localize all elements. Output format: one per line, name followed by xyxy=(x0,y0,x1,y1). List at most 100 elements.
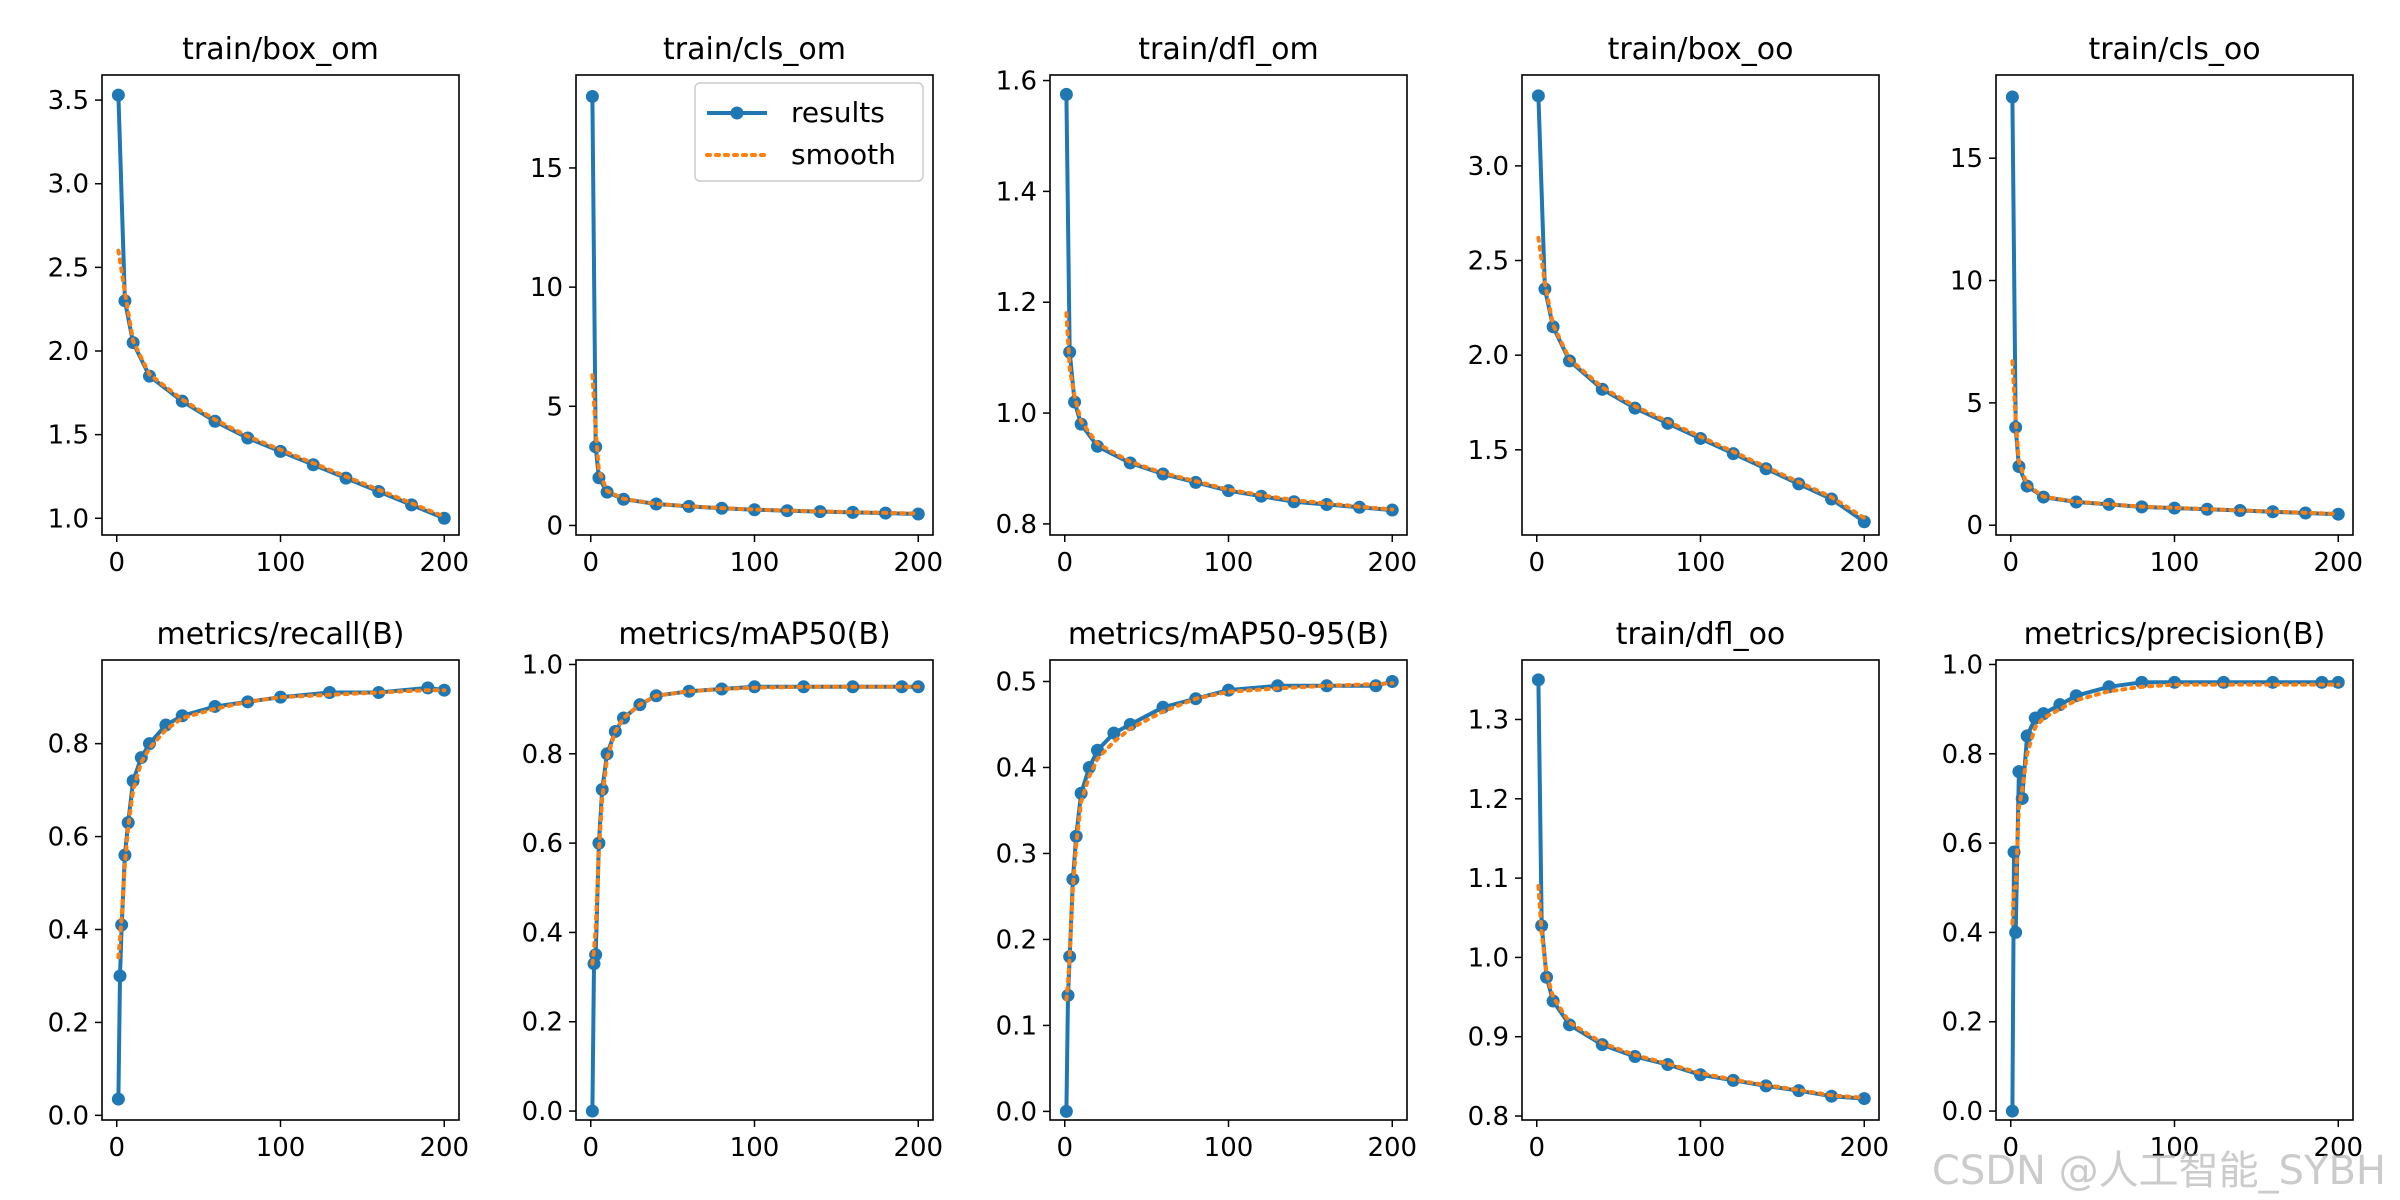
x-tick-label: 200 xyxy=(1839,548,1889,578)
x-tick-label: 0 xyxy=(108,1133,125,1163)
y-tick-label: 10 xyxy=(530,273,563,303)
subplot-title: train/dfl_om xyxy=(1138,32,1318,67)
y-tick-label: 0.8 xyxy=(1942,740,1983,770)
axes-frame xyxy=(575,74,934,536)
series-results-point xyxy=(111,1092,125,1106)
subplot-6: metrics/recall(B) 0 100 200 0.0 0.2 0.4 0.6 0.8 xyxy=(48,617,469,1163)
y-tick-label: 15 xyxy=(1950,144,1983,174)
series-results-point xyxy=(1090,439,1104,453)
series-results-line xyxy=(1064,679,1393,1112)
y-tick-label: 0.4 xyxy=(48,915,89,945)
series-results-point xyxy=(2331,507,2345,521)
series-results-line xyxy=(1536,95,1866,524)
series-results-point xyxy=(2315,675,2329,689)
series-results-point xyxy=(2005,90,2019,104)
legend: results smooth xyxy=(694,82,924,182)
x-tick-label: 100 xyxy=(730,1133,780,1163)
series-results-point xyxy=(797,680,811,694)
y-tick-label: 0.6 xyxy=(522,829,563,859)
x-tick-label: 0 xyxy=(108,548,125,578)
y-tick-label: 0.6 xyxy=(1942,829,1983,859)
series-results-point xyxy=(585,1104,599,1118)
axes-frame xyxy=(1521,659,1880,1121)
x-tick-label: 0 xyxy=(1528,548,1545,578)
series-results-point xyxy=(1857,1092,1871,1106)
series-results-point xyxy=(1857,515,1871,529)
y-tick-label: 0.8 xyxy=(1468,1102,1509,1132)
x-tick-label: 0 xyxy=(2002,548,2019,578)
series-results-point xyxy=(2266,675,2280,689)
x-tick-label: 100 xyxy=(256,1133,306,1163)
y-tick-label: 2.0 xyxy=(1468,341,1509,371)
subplot-3: train/dfl_om 0 100 200 0.8 1.0 1.2 1.4 1.6 xyxy=(996,32,1417,578)
series-smooth-line xyxy=(116,248,447,519)
y-tick-label: 1.0 xyxy=(1468,943,1509,973)
series-smooth-line xyxy=(1064,681,1395,1002)
series-results-point xyxy=(2012,765,2026,779)
y-tick-label: 1.0 xyxy=(48,504,89,534)
x-tick-label: 200 xyxy=(1367,548,1417,578)
y-tick-label: 0.8 xyxy=(996,510,1037,540)
series-results-line xyxy=(2010,680,2339,1112)
y-tick-label: 5 xyxy=(1966,389,1983,419)
x-tick-label: 200 xyxy=(893,548,943,578)
subplot-8: metrics/mAP50-95(B) 0 100 200 0.0 0.1 0.2 0.3 0.… xyxy=(996,617,1417,1163)
series-results-line xyxy=(116,685,445,1100)
series-results-line xyxy=(590,684,919,1112)
series-results-point xyxy=(113,969,127,983)
x-tick-label: 0 xyxy=(1056,1133,1073,1163)
series-results-point xyxy=(2005,1104,2019,1118)
subplot-9: train/dfl_oo 0 100 200 0.8 0.9 1.0 1.1 1.2 1.3 xyxy=(1468,617,1889,1163)
legend-smooth-label: smooth xyxy=(791,138,896,171)
subplot-2: train/cls_om 0 100 200 0 5 10 15 results smooth xyxy=(530,32,943,578)
series-results-point xyxy=(1531,673,1545,687)
series-results-line xyxy=(1064,94,1393,513)
series-results-point xyxy=(2135,675,2149,689)
subplot-7: metrics/mAP50(B) 0 100 200 0.0 0.2 0.4 0.6 0.8 1.… xyxy=(522,617,943,1163)
x-tick-label: 200 xyxy=(1839,1133,1889,1163)
subplot-title: metrics/mAP50(B) xyxy=(618,617,890,652)
series-results-point xyxy=(2217,675,2231,689)
subplot-10: metrics/precision(B) 0 100 200 0.0 0.2 0.4 0.6 0… xyxy=(1942,617,2363,1163)
series-results-line xyxy=(2010,96,2339,517)
y-tick-label: 2.5 xyxy=(48,253,89,283)
series-results-point xyxy=(748,503,761,517)
axes-frame xyxy=(575,659,934,1121)
x-tick-label: 0 xyxy=(582,1133,599,1163)
series-smooth-line xyxy=(590,373,921,516)
x-tick-label: 200 xyxy=(2313,548,2363,578)
x-tick-label: 200 xyxy=(419,1133,469,1163)
y-tick-label: 1.0 xyxy=(996,399,1037,429)
subplot-title: train/box_om xyxy=(182,32,379,67)
y-tick-label: 5 xyxy=(546,392,563,422)
series-results-point xyxy=(2009,925,2023,939)
series-results-point xyxy=(846,505,860,519)
subplot-title: metrics/recall(B) xyxy=(156,617,404,652)
axes-frame xyxy=(101,659,460,1121)
series-results-point xyxy=(2168,501,2181,515)
y-tick-label: 0.4 xyxy=(522,918,563,948)
y-tick-label: 2.5 xyxy=(1468,247,1509,277)
x-tick-label: 0 xyxy=(582,548,599,578)
x-tick-label: 100 xyxy=(1676,548,1726,578)
series-results-point xyxy=(1059,87,1073,101)
series-smooth-line xyxy=(2010,359,2341,516)
y-tick-label: 0.8 xyxy=(522,740,563,770)
y-tick-label: 1.0 xyxy=(522,650,563,680)
series-results-point xyxy=(1107,726,1121,740)
subplot-title: train/cls_oo xyxy=(2088,32,2260,67)
x-tick-label: 0 xyxy=(1528,1133,1545,1163)
y-tick-label: 1.5 xyxy=(48,421,89,451)
y-tick-label: 0 xyxy=(546,511,563,541)
series-results-point xyxy=(2331,675,2345,689)
x-tick-label: 100 xyxy=(1676,1133,1726,1163)
series-smooth-line xyxy=(1536,884,1867,1100)
series-results-point xyxy=(115,918,129,932)
x-tick-label: 100 xyxy=(256,548,306,578)
series-results-point xyxy=(421,681,435,695)
y-tick-label: 15 xyxy=(530,154,563,184)
series-results-point xyxy=(2020,729,2034,743)
y-tick-label: 0 xyxy=(1966,511,1983,541)
x-tick-label: 200 xyxy=(1367,1133,1417,1163)
series-results-point xyxy=(1156,700,1170,714)
